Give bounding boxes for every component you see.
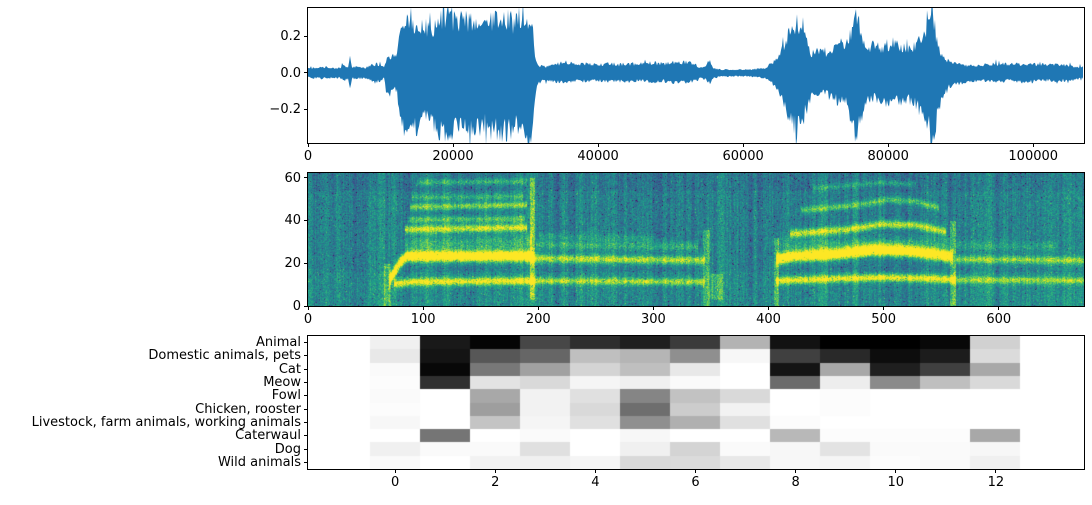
x-tick-mark bbox=[422, 306, 424, 310]
y-tick-mark bbox=[304, 368, 308, 370]
x-tick-mark bbox=[995, 469, 997, 473]
x-tick-label: 6 bbox=[691, 475, 700, 490]
x-tick-mark bbox=[652, 306, 654, 310]
y-tick-mark bbox=[304, 35, 308, 37]
x-tick-label: 100000 bbox=[1008, 149, 1059, 164]
y-tick-label: −0.2 bbox=[269, 102, 301, 118]
y-tick-label: 20 bbox=[284, 256, 301, 272]
x-tick-mark bbox=[895, 469, 897, 473]
y-tick-mark bbox=[304, 395, 308, 397]
x-tick-label: 4 bbox=[591, 475, 600, 490]
x-tick-label: 10 bbox=[887, 475, 905, 490]
x-tick-mark bbox=[694, 469, 696, 473]
x-tick-mark bbox=[307, 306, 309, 310]
x-tick-label: 0 bbox=[303, 312, 313, 327]
x-tick-mark bbox=[494, 469, 496, 473]
x-tick-label: 100 bbox=[410, 312, 436, 327]
heatmap-row-label: Animal bbox=[256, 335, 301, 351]
heatmap-row-label: Livestock, farm animals, working animals bbox=[31, 414, 301, 430]
class-activation-plot bbox=[307, 335, 1085, 470]
x-tick-mark bbox=[883, 306, 885, 310]
x-tick-mark bbox=[795, 469, 797, 473]
x-tick-label: 8 bbox=[791, 475, 800, 490]
x-tick-mark bbox=[597, 143, 599, 147]
x-tick-label: 80000 bbox=[867, 149, 909, 164]
x-tick-mark bbox=[594, 469, 596, 473]
x-tick-label: 200 bbox=[525, 312, 551, 327]
heatmap-row-label: Meow bbox=[263, 375, 301, 391]
heatmap-row-label: Wild animals bbox=[217, 454, 301, 470]
x-tick-mark bbox=[998, 306, 1000, 310]
y-tick-mark bbox=[304, 72, 308, 74]
x-tick-label: 300 bbox=[640, 312, 666, 327]
y-tick-mark bbox=[304, 435, 308, 437]
waveform-trace bbox=[308, 8, 1083, 143]
heatmap-row-label: Caterwaul bbox=[235, 428, 301, 444]
y-tick-mark bbox=[304, 461, 308, 463]
x-tick-label: 60000 bbox=[722, 149, 764, 164]
x-tick-label: 2 bbox=[491, 475, 500, 490]
x-tick-mark bbox=[537, 306, 539, 310]
class-activation-image bbox=[320, 336, 1070, 469]
heatmap-row-label: Domestic animals, pets bbox=[148, 348, 301, 364]
x-tick-label: 400 bbox=[756, 312, 781, 327]
y-tick-mark bbox=[304, 305, 308, 307]
y-tick-mark bbox=[304, 177, 308, 179]
x-tick-label: 500 bbox=[871, 312, 897, 327]
x-tick-label: 20000 bbox=[432, 149, 474, 164]
x-tick-mark bbox=[887, 143, 889, 147]
x-tick-mark bbox=[742, 143, 744, 147]
x-tick-mark bbox=[1032, 143, 1034, 147]
x-tick-label: 0 bbox=[303, 149, 313, 164]
x-tick-label: 600 bbox=[986, 312, 1012, 327]
waveform-plot bbox=[307, 7, 1085, 144]
y-tick-mark bbox=[304, 108, 308, 110]
y-tick-label: 0 bbox=[292, 299, 301, 314]
y-tick-mark bbox=[304, 421, 308, 423]
y-tick-label: 0.0 bbox=[280, 65, 301, 81]
spectrogram-image bbox=[308, 173, 1084, 306]
heatmap-row-label: Fowl bbox=[271, 388, 301, 404]
y-tick-mark bbox=[304, 342, 308, 344]
y-tick-label: 0.2 bbox=[280, 29, 301, 45]
y-tick-mark bbox=[304, 219, 308, 221]
y-tick-mark bbox=[304, 448, 308, 450]
x-tick-label: 40000 bbox=[577, 149, 619, 164]
x-tick-mark bbox=[452, 143, 454, 147]
y-tick-mark bbox=[304, 408, 308, 410]
y-tick-label: 60 bbox=[284, 170, 301, 186]
x-tick-label: 0 bbox=[390, 475, 400, 490]
spectrogram-plot bbox=[307, 172, 1085, 307]
y-tick-mark bbox=[304, 355, 308, 357]
y-tick-mark bbox=[304, 262, 308, 264]
x-tick-mark bbox=[394, 469, 396, 473]
x-tick-label: 12 bbox=[987, 475, 1005, 490]
y-tick-mark bbox=[304, 382, 308, 384]
x-tick-mark bbox=[307, 143, 309, 147]
heatmap-row-label: Chicken, rooster bbox=[195, 401, 301, 417]
heatmap-row-label: Cat bbox=[278, 361, 301, 377]
x-tick-mark bbox=[768, 306, 770, 310]
heatmap-row-label: Dog bbox=[274, 441, 301, 457]
y-tick-label: 40 bbox=[284, 213, 301, 229]
